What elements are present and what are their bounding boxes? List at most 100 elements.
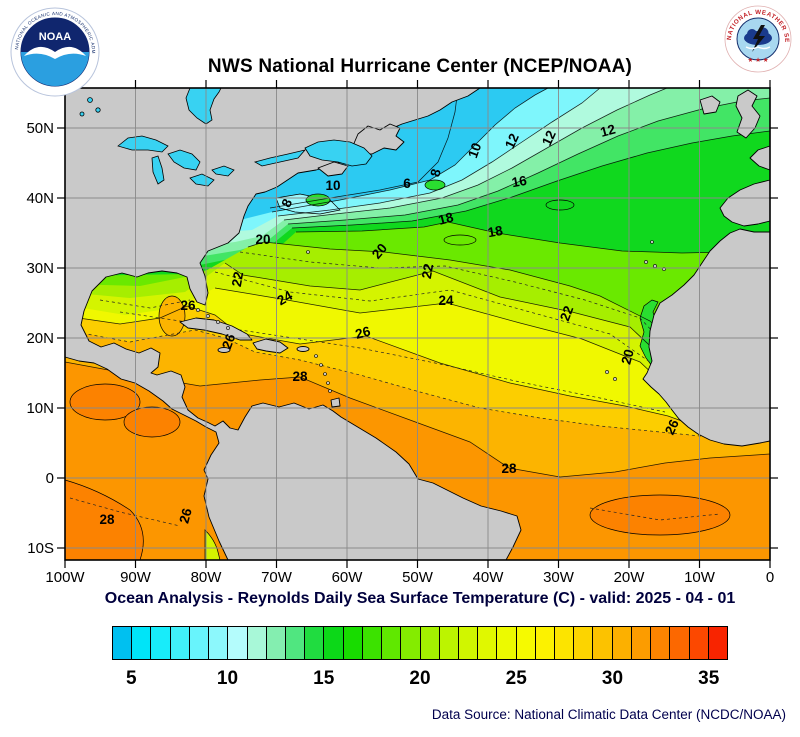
dashed-contours (64, 251, 771, 527)
colorbar-cell (209, 627, 229, 659)
colorbar-cell (516, 627, 536, 659)
contour-label: 12 (539, 128, 559, 148)
small-islands (196, 240, 666, 393)
jamaica (217, 347, 231, 353)
lon-label: 20W (614, 569, 646, 586)
hudson-bay (185, 87, 222, 125)
contour-label: 20 (369, 241, 390, 262)
colorbar-cell (420, 627, 440, 659)
contour-label: 6 (403, 176, 411, 191)
colorbar-cell (497, 627, 517, 659)
colorbar-cell (151, 627, 171, 659)
contour-label: 12 (599, 121, 617, 139)
lon-label: 30W (543, 569, 575, 586)
lat-label: 10N (26, 400, 54, 417)
axis-labels: 100W 90W 80W 70W 60W 50W 40W 30W 20W 10W 0 50N 40N 30… (26, 120, 774, 586)
colorbar-cell (670, 627, 690, 659)
lat-label: 20N (26, 330, 54, 347)
colorbar-cell (247, 627, 267, 659)
puerto-rico (296, 346, 310, 352)
colorbar-cell (631, 627, 652, 659)
ireland (699, 95, 721, 115)
colorbar-cell (535, 627, 556, 659)
contour-label: 28 (501, 461, 517, 476)
data-source: Data Source: National Climatic Data Cent… (431, 707, 786, 722)
lon-label: 80W (191, 569, 223, 586)
axis-ticks (57, 80, 778, 568)
colorbar-cell (401, 627, 421, 659)
contour-label: 22 (557, 304, 576, 323)
colorbar-cell (343, 627, 363, 659)
colorbar-cell (555, 627, 575, 659)
inland-waters (79, 87, 373, 187)
colorbar-cell (382, 627, 402, 659)
lat-label: 0 (46, 470, 54, 487)
page-title: NWS National Hurricane Center (NCEP/NOAA… (207, 56, 633, 77)
contour-label: 18 (487, 223, 505, 240)
lake-superior (117, 135, 169, 153)
contour-label: 22 (229, 271, 246, 288)
noaa-logo: NATIONAL OCEANIC AND ATMOSPHERIC ADMINIS… (10, 7, 100, 97)
nova-scotia (317, 161, 349, 177)
cuba (179, 317, 253, 341)
nws-logo: NATIONAL WEATHER SERVICE ★ ★ ★ (724, 5, 792, 73)
land-masses (64, 87, 771, 561)
st-lawrence-river (253, 149, 307, 167)
colorbar-tick-label: 25 (505, 668, 527, 689)
contour-label: 10 (325, 178, 340, 193)
newfoundland (351, 123, 405, 155)
colorbar-cell (285, 627, 306, 659)
lat-label: 10S (27, 540, 54, 557)
colorbar-tick-label: 35 (698, 668, 720, 689)
lon-label: 40W (473, 569, 505, 586)
colorbar-cell (612, 627, 632, 659)
colorbar-ticks: 5 10 15 20 25 30 35 (112, 668, 728, 694)
colorbar-cell (132, 627, 152, 659)
trinidad (330, 397, 341, 408)
lat-label: 50N (26, 120, 54, 137)
colorbar-cell (362, 627, 383, 659)
colorbar-cell (189, 627, 210, 659)
colorbar-cell (458, 627, 479, 659)
lon-label: 50W (402, 569, 434, 586)
colorbar-cell (305, 627, 325, 659)
contour-label: 26 (354, 323, 373, 342)
colorbar-tick-label: 15 (313, 668, 335, 689)
colorbar-cell (324, 627, 344, 659)
colorbar-tick-label: 5 (125, 668, 137, 689)
lon-label: 70W (261, 569, 293, 586)
lat-label: 40N (26, 190, 54, 207)
map-caption: Ocean Analysis - Reynolds Daily Sea Surf… (104, 590, 736, 607)
contour-label: 20 (255, 232, 270, 247)
lake-ontario (211, 165, 235, 177)
colorbar-tick-label: 20 (409, 668, 431, 689)
lon-label: 100W (45, 569, 85, 586)
colorbar-cell (228, 627, 248, 659)
lake-michigan (151, 155, 165, 185)
colorbar-cell (708, 627, 727, 659)
graticule (64, 88, 771, 560)
lightning-icon (752, 25, 765, 52)
northwest-africa (642, 228, 771, 447)
contour-label: 24 (438, 293, 454, 308)
colorbar-cell (439, 627, 459, 659)
lat-label: 30N (26, 260, 54, 277)
contour-label: 28 (99, 512, 115, 527)
contour-label: 18 (437, 209, 456, 228)
lon-label: 90W (120, 569, 152, 586)
contour-label: 26 (180, 298, 196, 313)
hispaniola (252, 338, 289, 354)
contour-label: 16 (511, 173, 529, 190)
lake-erie (189, 173, 215, 187)
contour-label: 26 (662, 417, 682, 437)
contour-label: 12 (502, 131, 522, 151)
iberia (719, 179, 771, 227)
colorbar-cell (266, 627, 286, 659)
contour-label: 26 (176, 506, 195, 525)
contour-label: 10 (465, 141, 484, 160)
colorbar-cell (574, 627, 594, 659)
colorbar-cell (113, 627, 133, 659)
contour-label: 22 (419, 263, 436, 280)
